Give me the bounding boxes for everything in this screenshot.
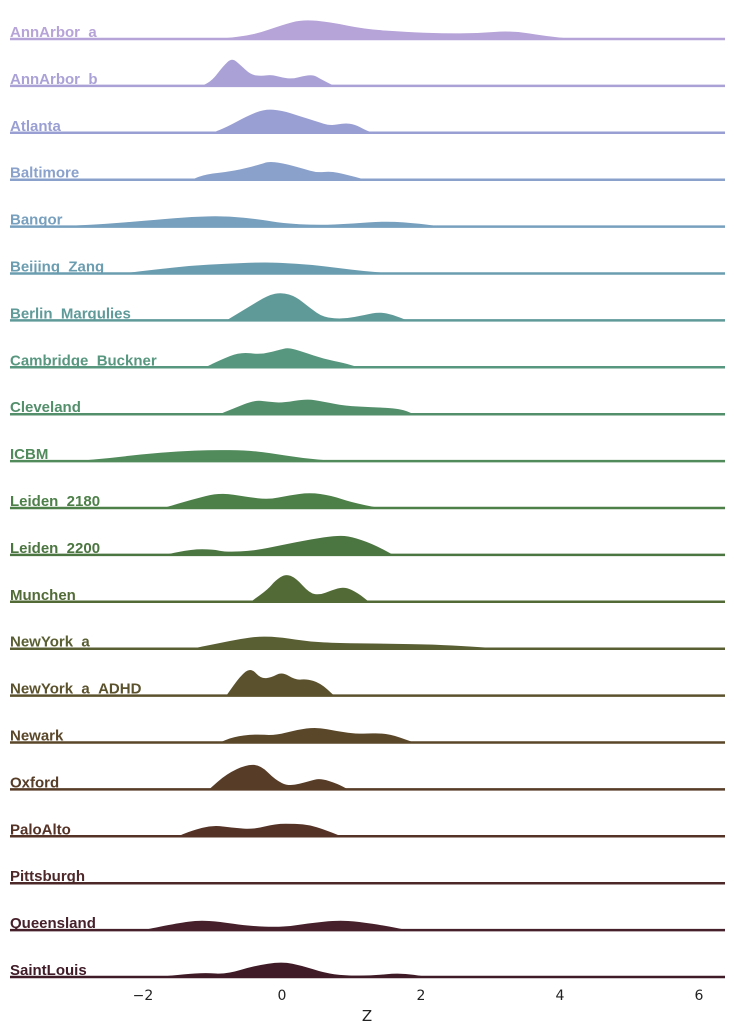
ridge-row: Munchen <box>10 575 725 604</box>
density-area <box>212 109 373 133</box>
ridge-row: Cambridge_Buckner <box>10 348 725 369</box>
ridge-row: SaintLouis <box>10 962 725 979</box>
row-label: ICBM <box>10 446 48 463</box>
ridge-row: Beijing_Zang <box>10 259 725 276</box>
density-area <box>205 348 359 368</box>
row-label: Cambridge_Buckner <box>10 352 157 369</box>
row-label: AnnArbor_b <box>10 71 98 88</box>
ridge-row: Pittsburgh <box>10 868 725 885</box>
ridge-row: Queensland <box>10 915 725 932</box>
row-label: Leiden_2180 <box>10 493 100 510</box>
ridge-row: Atlanta <box>10 109 725 135</box>
row-label: Queensland <box>10 915 96 932</box>
x-tick-label: 0 <box>278 988 287 1004</box>
density-area <box>226 293 408 321</box>
density-area <box>156 962 428 977</box>
ridge-row: Leiden_2200 <box>10 535 725 557</box>
ridge-row: PaloAlto <box>10 821 725 838</box>
ridge-row: Leiden_2180 <box>10 493 725 510</box>
ridge-row: Newark <box>10 728 725 745</box>
density-area <box>209 764 349 790</box>
density-area <box>219 399 415 415</box>
density-area <box>191 636 505 649</box>
row-label: Munchen <box>10 587 76 604</box>
ridge-row: Baltimore <box>10 161 725 182</box>
ridge-row: Cleveland <box>10 399 725 416</box>
row-label: Newark <box>10 728 64 745</box>
row-label: Oxford <box>10 774 59 791</box>
density-area <box>219 727 415 743</box>
row-label: Pittsburgh <box>10 868 85 885</box>
row-label: NewYork_a <box>10 634 90 651</box>
ridge-row: NewYork_a <box>10 634 725 651</box>
row-label: Baltimore <box>10 165 79 182</box>
density-area <box>191 161 366 180</box>
x-tick-label: −2 <box>133 988 154 1004</box>
row-label: PaloAlto <box>10 821 71 838</box>
ridge-row: Berlin_Margulies <box>10 293 725 322</box>
density-area <box>163 535 394 555</box>
row-label: Berlin_Margulies <box>10 305 131 322</box>
density-area <box>202 59 335 86</box>
row-label: Beijing_Zang <box>10 259 104 276</box>
x-axis-label: Z <box>362 1007 372 1025</box>
density-area <box>177 823 342 837</box>
ridge-row: AnnArbor_a <box>10 20 725 41</box>
row-label: AnnArbor_a <box>10 24 97 41</box>
ridge-row: Oxford <box>10 764 725 791</box>
density-area <box>52 216 442 227</box>
row-label: Cleveland <box>10 399 81 416</box>
x-tick-label: 6 <box>695 988 704 1004</box>
ridge-row: AnnArbor_b <box>10 59 725 88</box>
row-label: Leiden_2200 <box>10 540 100 557</box>
row-label: NewYork_a_ADHD <box>10 681 142 698</box>
ridge-row: Bangor <box>10 212 725 229</box>
row-label: Atlanta <box>10 118 61 135</box>
x-tick-label: 4 <box>556 988 565 1004</box>
density-area <box>122 262 394 274</box>
density-area <box>226 670 335 696</box>
density-area <box>73 450 338 462</box>
density-area <box>143 920 408 931</box>
ridge-row: NewYork_a_ADHD <box>10 670 725 698</box>
density-area <box>219 20 574 39</box>
density-area <box>163 493 380 508</box>
density-area <box>250 575 369 602</box>
row-label: Bangor <box>10 212 63 229</box>
ridge-row: ICBM <box>10 446 725 463</box>
row-label: SaintLouis <box>10 962 87 979</box>
x-tick-label: 2 <box>417 988 426 1004</box>
